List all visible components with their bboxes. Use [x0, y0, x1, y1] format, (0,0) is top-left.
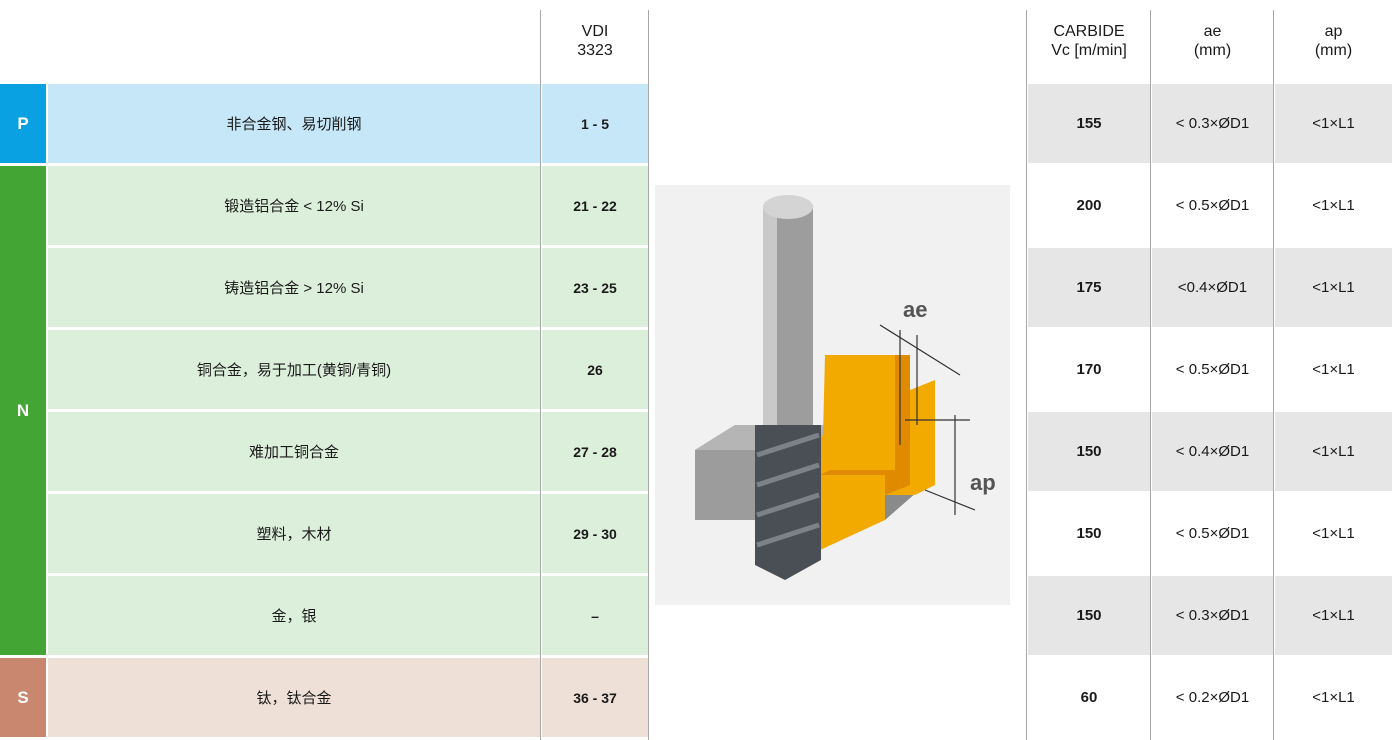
ae-value: < 0.5×ØD1 [1175, 525, 1250, 542]
ae-value: < 0.4×ØD1 [1152, 412, 1273, 491]
ap-value: <1×L1 [1312, 361, 1355, 378]
material: 非合金钢、易切削钢 [48, 84, 540, 163]
material: 铸造铝合金 > 12% Si [48, 248, 540, 327]
cutting-speed: 200 [1076, 197, 1102, 214]
cutting-speed: 150 [1028, 412, 1150, 491]
tool-illustration: ae ap [655, 185, 1010, 605]
divider [648, 10, 649, 740]
ap-value: <1×L1 [1275, 84, 1392, 163]
cutting-speed: 150 [1076, 525, 1102, 542]
ae-value: < 0.2×ØD1 [1175, 689, 1250, 706]
cutting-speed: 60 [1080, 689, 1098, 706]
header-cell: VDI 3323 [542, 0, 648, 82]
material: 难加工铜合金 [48, 412, 540, 491]
cutting-speed: 170 [1076, 361, 1102, 378]
group-letter: P [0, 84, 46, 163]
material: 锻造铝合金 < 12% Si [48, 166, 540, 245]
header-text: 3323 [577, 42, 613, 59]
header-cell: CARBIDE Vc [m/min] [1028, 0, 1150, 82]
vdi: 1 - 5 [542, 84, 648, 163]
ap-value: <1×L1 [1275, 576, 1392, 655]
cutting-speed: 155 [1028, 84, 1150, 163]
header-cell: ap (mm) [1275, 0, 1392, 82]
image-label: ae [903, 297, 927, 322]
vdi: 21 - 22 [542, 166, 648, 245]
ap-value: <1×L1 [1275, 248, 1392, 327]
divider [1150, 10, 1151, 740]
material: 铜合金，易于加工(黄铜/青铜) [48, 330, 540, 409]
ae-value: < 0.3×ØD1 [1152, 576, 1273, 655]
header-text: VDI [581, 23, 609, 40]
header-text: (mm) [1314, 42, 1353, 59]
vdi: 27 - 28 [542, 412, 648, 491]
cutting-speed: 175 [1028, 248, 1150, 327]
material: 钛，钛合金 [48, 658, 540, 737]
ap-value: <1×L1 [1312, 689, 1355, 706]
ae-value: < 0.3×ØD1 [1152, 84, 1273, 163]
material: 金，银 [48, 576, 540, 655]
vdi: 26 [542, 330, 648, 409]
ae-value: < 0.5×ØD1 [1175, 197, 1250, 214]
header-cell: ae (mm) [1152, 0, 1273, 82]
group-letter: N [0, 166, 46, 655]
image-label: ap [970, 470, 996, 495]
cutting-speed: 150 [1028, 576, 1150, 655]
divider [1273, 10, 1274, 740]
header-text: CARBIDE [1053, 23, 1125, 40]
header-text: ae [1203, 23, 1222, 40]
vdi: 36 - 37 [542, 658, 648, 737]
vdi: 23 - 25 [542, 248, 648, 327]
header-text: (mm) [1193, 42, 1232, 59]
ap-value: <1×L1 [1312, 525, 1355, 542]
ap-value: <1×L1 [1275, 412, 1392, 491]
vdi: – [542, 576, 648, 655]
vdi: 29 - 30 [542, 494, 648, 573]
divider [1026, 10, 1027, 740]
material: 塑料，木材 [48, 494, 540, 573]
divider [540, 10, 541, 740]
ap-value: <1×L1 [1312, 197, 1355, 214]
group-letter: S [0, 658, 46, 737]
header-text: Vc [m/min] [1051, 42, 1127, 59]
header-text: ap [1324, 23, 1343, 40]
ae-value: <0.4×ØD1 [1152, 248, 1273, 327]
ae-value: < 0.5×ØD1 [1175, 361, 1250, 378]
